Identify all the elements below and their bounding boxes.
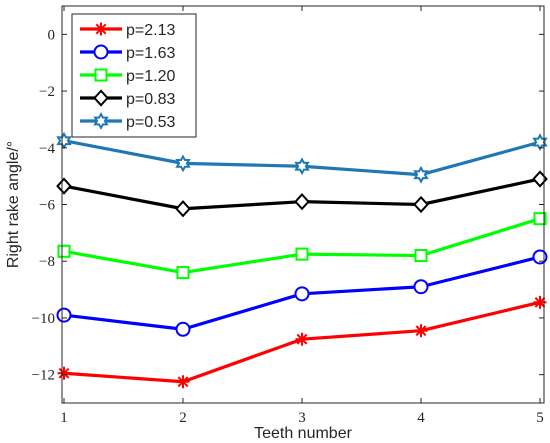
data-point-s1-3	[413, 279, 429, 295]
data-point-s0-4	[533, 295, 547, 309]
x-tick-label: 5	[536, 410, 544, 426]
legend-label-3: p=0.83	[126, 91, 175, 108]
data-point-s4-3	[413, 165, 429, 184]
y-tick-label: −10	[32, 311, 55, 327]
data-point-s2-2	[295, 247, 309, 261]
data-point-s0-0	[57, 366, 71, 380]
y-tick-label: −8	[39, 254, 55, 270]
y-tick-label: −2	[39, 84, 55, 100]
data-point-s4-1	[175, 154, 191, 173]
legend-marker-2	[94, 68, 108, 82]
data-point-s0-1	[176, 375, 190, 389]
y-tick-label: −4	[39, 141, 55, 157]
y-tick-label: −12	[32, 368, 55, 384]
legend-marker-1	[93, 44, 109, 60]
data-point-s1-2	[294, 286, 310, 302]
data-point-s2-1	[176, 266, 190, 280]
x-tick-label: 2	[179, 410, 187, 426]
data-point-s4-2	[294, 157, 310, 176]
legend-label-4: p=0.53	[126, 114, 175, 131]
legend-marker-4	[93, 112, 109, 130]
legend-label-0: p=2.13	[126, 22, 175, 39]
legend-label-2: p=1.20	[126, 68, 175, 85]
data-point-s1-1	[175, 321, 191, 337]
legend-marker-3	[93, 89, 109, 107]
x-tick-label: 3	[298, 410, 306, 426]
data-point-s3-0	[56, 177, 72, 195]
data-point-s2-3	[414, 249, 428, 263]
data-point-s0-2	[295, 332, 309, 346]
data-point-s4-4	[532, 133, 548, 151]
y-tick-label: −6	[39, 198, 55, 214]
tick-labels: 1 2 3 4 5 0 −2 −4 −6 −8 −10 −12	[32, 27, 544, 426]
legend: p=2.13 p=1.63 p=1.20 p=0.83 p=0.53	[71, 13, 197, 138]
legend-marker-0	[94, 22, 108, 36]
data-point-s3-1	[175, 200, 191, 218]
x-axis-label: Teeth number	[254, 425, 353, 442]
data-point-s2-4	[533, 212, 547, 226]
x-tick-label: 1	[60, 410, 68, 426]
data-point-s1-0	[56, 307, 72, 323]
series-markers	[56, 131, 548, 389]
data-point-s1-4	[532, 249, 548, 265]
x-tick-label: 4	[417, 410, 425, 426]
data-point-s0-3	[414, 324, 428, 338]
y-tick-label: 0	[48, 27, 56, 43]
axes	[61, 5, 545, 404]
data-point-s3-3	[413, 195, 429, 214]
data-point-s2-0	[57, 244, 71, 258]
legend-label-1: p=1.63	[126, 45, 175, 62]
y-axis-label: Right rake angle/°	[5, 141, 22, 268]
data-point-s3-2	[294, 193, 310, 211]
